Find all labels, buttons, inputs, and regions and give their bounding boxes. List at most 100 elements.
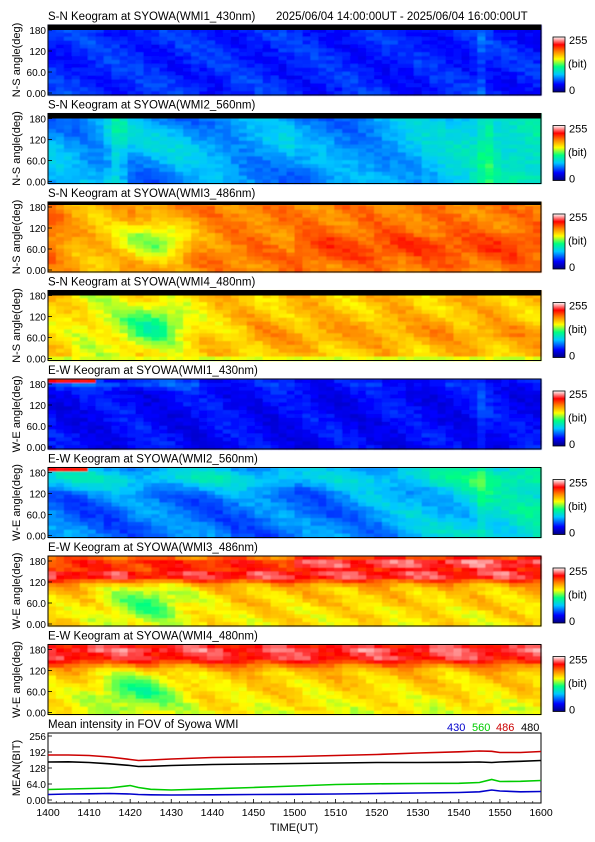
- panel-ylabel: N-S angle(deg): [11, 288, 23, 363]
- keogram-panels: S-N Keogram at SYOWA(WMI1_430nm) 180 120 60…: [11, 11, 587, 720]
- x-tick-label: 1440: [201, 807, 225, 819]
- series-line-480: [47, 759, 542, 768]
- colorbar-max-label: 255: [569, 301, 587, 313]
- keogram-image: [48, 202, 542, 273]
- y-tick-label: 60.0: [27, 157, 47, 168]
- colorbar: [552, 302, 566, 358]
- panel-frame: [47, 467, 542, 538]
- x-tick-label: 1530: [406, 807, 430, 819]
- legend-entry-480: 480: [521, 722, 539, 734]
- y-tick-label: 60.0: [27, 68, 47, 79]
- y-tick-label: 0.00: [27, 355, 47, 366]
- panel-ylabel: W-E angle(deg): [11, 641, 23, 718]
- colorbar-max-label: 255: [569, 389, 587, 401]
- y-tick-label: 120: [29, 47, 46, 58]
- colorbar: [552, 567, 566, 624]
- y-tick-label: 60.0: [27, 511, 47, 522]
- colorbar: [552, 36, 566, 93]
- colorbar: [552, 656, 566, 712]
- panel-ylabel: N-S angle(deg): [11, 200, 23, 275]
- legend-entry-486: 486: [496, 722, 514, 734]
- colorbar: [552, 390, 566, 447]
- keogram-image: [48, 556, 542, 627]
- panel-ylabel: W-E angle(deg): [11, 464, 23, 541]
- mean-chart-y-ticks: 256 192 128 64.0 0.00: [27, 732, 52, 807]
- panel-frame: [47, 290, 542, 361]
- colorbar-min-label: 0: [569, 439, 575, 451]
- y-tick-label: 0.00: [27, 443, 47, 454]
- colorbar: [552, 125, 566, 181]
- panel-ylabel: N-S angle(deg): [11, 111, 23, 186]
- y-tick-label: 60.0: [27, 688, 47, 699]
- x-tick-label: 1550: [488, 807, 512, 819]
- colorbar-unit-label: (bit): [568, 501, 587, 513]
- panel-title: S-N Keogram at SYOWA(WMI1_430nm): [48, 11, 255, 23]
- y-tick-label: 180: [29, 292, 46, 303]
- y-tick-label: 0.00: [27, 709, 47, 720]
- mean-y-tick-label: 192: [29, 748, 46, 759]
- colorbar-unit-label: (bit): [568, 678, 587, 690]
- y-tick-label: 180: [29, 203, 46, 214]
- y-tick-label: 60.0: [27, 422, 47, 433]
- y-tick-label: 120: [29, 224, 46, 235]
- colorbar-max-label: 255: [569, 212, 587, 224]
- mean-y-tick-label: 256: [29, 732, 46, 743]
- mean-chart-series: [47, 750, 542, 796]
- colorbar-unit-label: (bit): [568, 413, 587, 425]
- keogram-panel: E-W Keogram at SYOWA(WMI2_560nm)180 120 60…: [11, 454, 587, 543]
- panel-ylabel: W-E angle(deg): [11, 376, 23, 453]
- mean-chart-title: Mean intensity in FOV of Syowa WMI: [48, 719, 238, 731]
- panel-title: S-N Keogram at SYOWA(WMI3_486nm): [48, 188, 255, 200]
- colorbar-unit-label: (bit): [568, 147, 587, 159]
- keogram-image: [48, 644, 542, 716]
- y-tick-label: 0.00: [27, 266, 47, 277]
- y-tick-label: 120: [29, 136, 46, 147]
- keogram-image: [48, 113, 542, 185]
- colorbar-max-label: 255: [569, 478, 587, 490]
- keogram-image: [48, 467, 542, 539]
- panel-frame: [47, 24, 542, 96]
- y-tick-label: 60.0: [27, 334, 47, 345]
- panel-frame: [47, 378, 542, 450]
- colorbar-min-label: 0: [569, 262, 575, 274]
- panel-frame: [47, 201, 542, 273]
- colorbar-min-label: 0: [569, 616, 575, 628]
- y-tick-label: 0.00: [27, 532, 47, 543]
- series-line-560: [47, 778, 542, 791]
- x-tick-label: 1410: [77, 807, 101, 819]
- panel-title: E-W Keogram at SYOWA(WMI3_486nm): [48, 542, 258, 554]
- y-tick-label: 180: [29, 557, 46, 568]
- series-line-486: [48, 750, 542, 762]
- x-tick-label: 1430: [160, 807, 184, 819]
- keogram-panel: S-N Keogram at SYOWA(WMI2_560nm)180 120 60…: [11, 100, 587, 189]
- mean-chart-ylabel: MEAN(BIT): [11, 740, 23, 796]
- colorbar-unit-label: (bit): [568, 59, 587, 71]
- y-tick-label: 180: [29, 380, 46, 391]
- x-tick-label: 1400: [36, 807, 60, 819]
- keogram-image: [48, 290, 542, 362]
- x-tick-label: 1500: [283, 807, 307, 819]
- panel-title: S-N Keogram at SYOWA(WMI4_480nm): [48, 277, 255, 289]
- keogram-image: [48, 379, 542, 450]
- y-tick-label: 120: [29, 667, 46, 678]
- x-tick-label: 1510: [324, 807, 348, 819]
- colorbar-unit-label: (bit): [568, 236, 587, 248]
- keogram-mask-band: [48, 290, 541, 296]
- y-tick-label: 60.0: [27, 245, 47, 256]
- keogram-panel: S-N Keogram at SYOWA(WMI4_480nm)180 120 60…: [11, 277, 587, 366]
- keogram-panel: E-W Keogram at SYOWA(WMI1_430nm)180 120 60…: [11, 365, 587, 454]
- colorbar-min-label: 0: [569, 351, 575, 363]
- colorbar-min-label: 0: [569, 85, 575, 97]
- colorbar-max-label: 255: [569, 566, 587, 578]
- y-tick-label: 120: [29, 578, 46, 589]
- mean-y-tick-label: 0.00: [27, 796, 47, 807]
- mean-intensity-chart: Mean intensity in FOV of Syowa WMI 430 56…: [11, 719, 553, 834]
- keogram-panel: E-W Keogram at SYOWA(WMI3_486nm)180 120 60…: [11, 542, 587, 631]
- keogram-mask-band: [48, 202, 541, 205]
- colorbar: [552, 213, 566, 270]
- colorbar-min-label: 0: [569, 705, 575, 717]
- y-tick-label: 180: [29, 115, 46, 126]
- panel-frame: [47, 555, 542, 627]
- x-tick-label: 1420: [118, 807, 142, 819]
- keogram-panel: S-N Keogram at SYOWA(WMI1_430nm)180 120 60…: [11, 11, 587, 100]
